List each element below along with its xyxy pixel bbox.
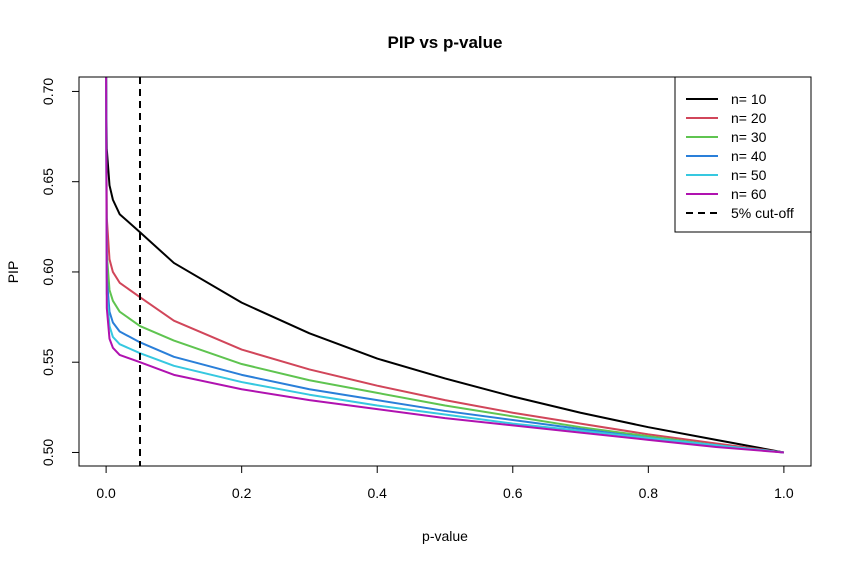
legend-label-5: n= 50: [731, 167, 767, 183]
series-line-5: [105, 77, 784, 454]
legend-label-1: n= 10: [731, 91, 767, 107]
y-axis: 0.50 0.55 0.60 0.65 0.70: [40, 78, 80, 466]
series-line-3: [105, 77, 784, 454]
legend: n= 10 n= 20 n= 30 n= 40 n= 50 n= 60 5% cut-off: [674, 76, 812, 233]
y-axis-label: PIP: [5, 261, 21, 284]
x-axis-label: p-value: [422, 528, 468, 544]
legend-label-7: 5% cut-off: [731, 205, 794, 221]
x-tick-label: 1.0: [774, 485, 794, 501]
y-tick-label: 0.50: [40, 439, 56, 466]
series-layer: [105, 77, 785, 454]
legend-label-2: n= 20: [731, 110, 767, 126]
series-line-6: [105, 77, 784, 454]
x-tick-label: 0.8: [639, 485, 659, 501]
legend-label-4: n= 40: [731, 148, 767, 164]
y-tick-label: 0.70: [40, 78, 56, 105]
x-axis: 0.0 0.2 0.4 0.6 0.8 1.0: [96, 465, 794, 501]
legend-label-3: n= 30: [731, 129, 767, 145]
y-tick-label: 0.60: [40, 258, 56, 285]
x-tick-label: 0.2: [232, 485, 252, 501]
x-tick-label: 0.4: [367, 485, 387, 501]
chart-title: PIP vs p-value: [388, 33, 503, 52]
series-line-1: [105, 77, 785, 454]
y-tick-label: 0.55: [40, 348, 56, 375]
series-line-2: [105, 77, 785, 454]
x-tick-label: 0.0: [96, 485, 116, 501]
legend-label-6: n= 60: [731, 186, 767, 202]
x-tick-label: 0.6: [503, 485, 523, 501]
y-tick-label: 0.65: [40, 168, 56, 195]
legend-box: [674, 76, 812, 233]
